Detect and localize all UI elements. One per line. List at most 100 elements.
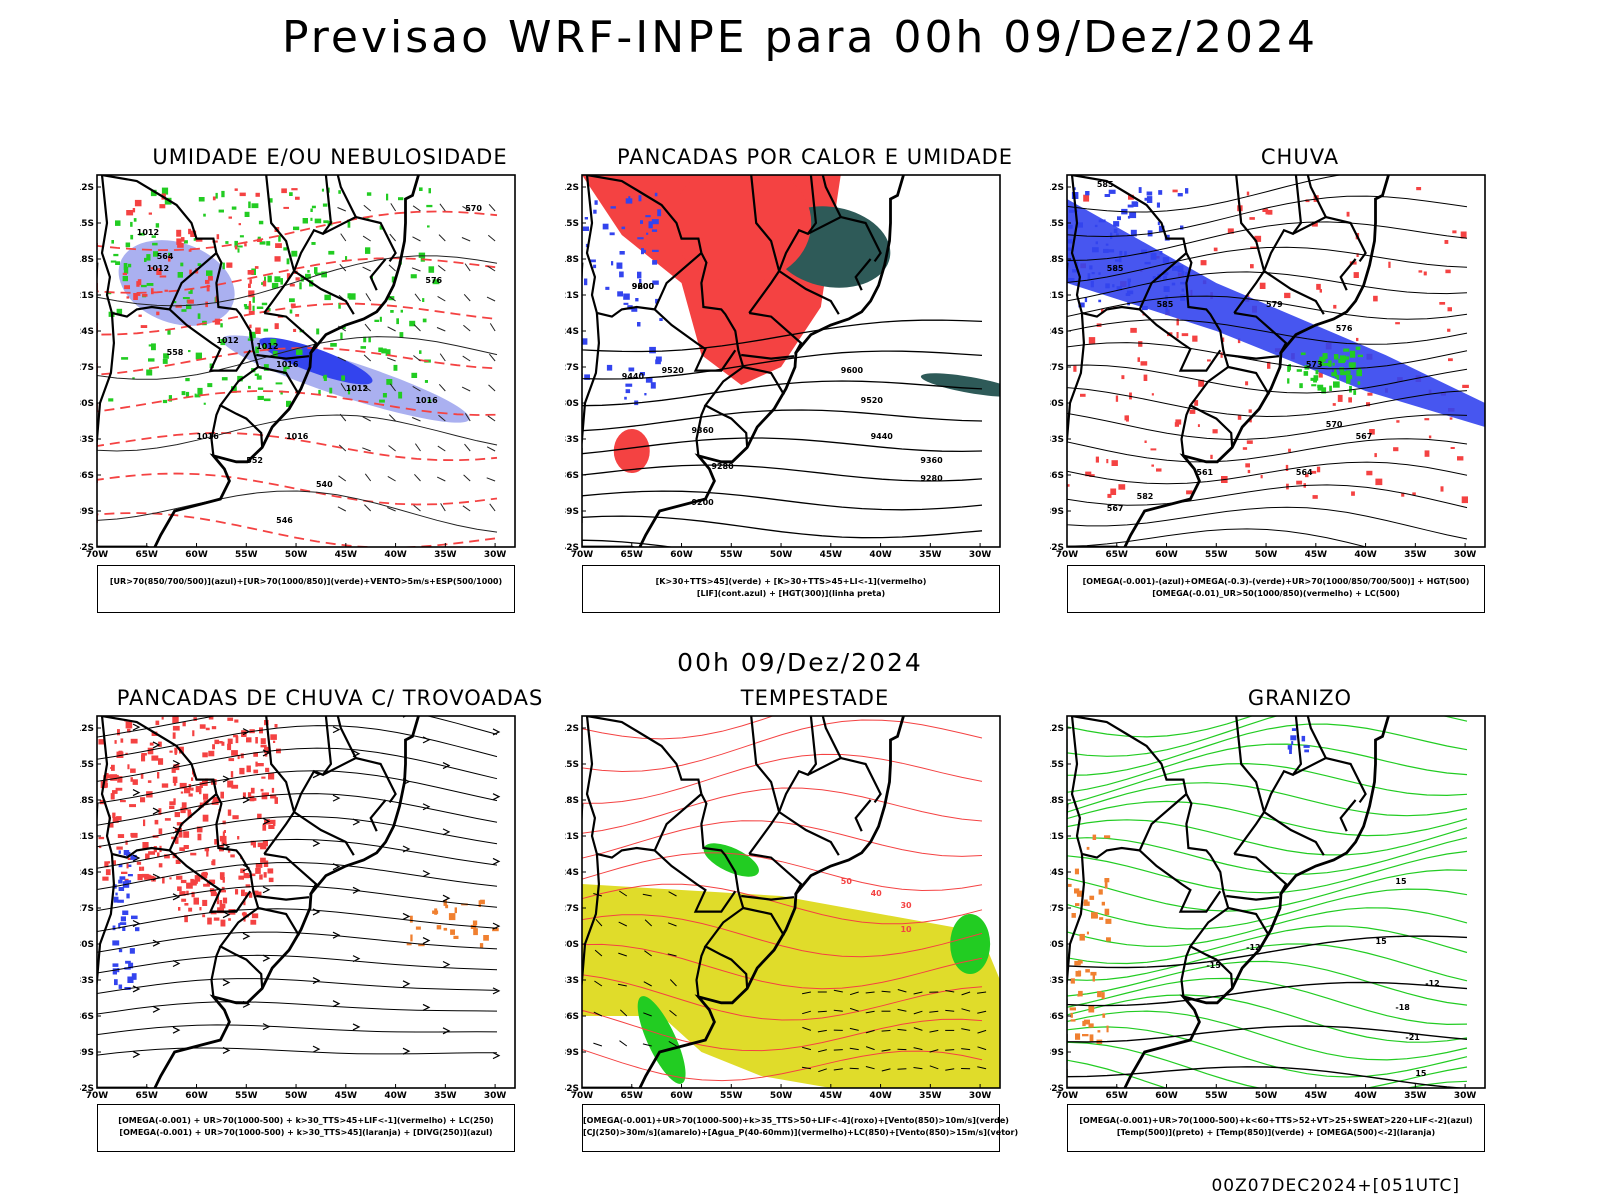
divergence-cell bbox=[122, 926, 126, 931]
wind-vector bbox=[412, 385, 421, 392]
thunderstorm-cell bbox=[192, 730, 195, 737]
thunderstorm-cell bbox=[178, 907, 181, 911]
omega-cell bbox=[1177, 193, 1183, 197]
humidity-cell bbox=[168, 395, 172, 402]
country-border bbox=[586, 716, 703, 795]
wind-vector bbox=[619, 1009, 628, 1017]
lat-tick-label: 24S bbox=[80, 868, 94, 878]
lat-tick-label: 30S bbox=[565, 940, 579, 950]
contour-label: 573 bbox=[1306, 360, 1323, 369]
lat-tick-label: 36S bbox=[80, 1012, 94, 1022]
humidity-cell bbox=[130, 234, 134, 240]
streamline bbox=[97, 954, 498, 974]
instability-cell bbox=[473, 928, 478, 936]
thunderstorm-cell bbox=[246, 765, 251, 773]
humidity-cell bbox=[190, 289, 193, 294]
omega-humidity-cell bbox=[1428, 435, 1432, 439]
thunderstorm-cell bbox=[268, 877, 274, 883]
thunderstorm-cell bbox=[206, 850, 209, 857]
omega-cell bbox=[1102, 1013, 1106, 1018]
height-contour bbox=[582, 515, 983, 539]
streamline bbox=[97, 861, 498, 891]
humidity-cell bbox=[299, 282, 302, 290]
wind-vector bbox=[594, 980, 603, 987]
thunderstorm-cell bbox=[214, 839, 218, 845]
humidity-cell bbox=[289, 298, 295, 303]
lon-tick-label: 55W bbox=[1205, 550, 1228, 560]
humidity-cell bbox=[244, 305, 250, 310]
omega-humidity-cell bbox=[1083, 194, 1090, 202]
omega-humidity-cell bbox=[1351, 491, 1355, 496]
thickness-cell bbox=[249, 324, 252, 329]
strong-omega-cell bbox=[1322, 353, 1328, 359]
divergence-cell bbox=[131, 973, 137, 980]
humidity-cell bbox=[307, 270, 310, 273]
contour-label: 552 bbox=[246, 456, 263, 465]
wind-vector bbox=[387, 326, 396, 332]
omega-humidity-cell bbox=[1246, 440, 1253, 444]
lat-tick-label: 30S bbox=[80, 940, 94, 950]
omega-cell bbox=[1113, 228, 1118, 233]
thunderstorm-cell bbox=[180, 879, 187, 884]
lat-tick-label: 15S bbox=[1050, 760, 1064, 770]
streamline-arrow bbox=[402, 912, 411, 920]
divergence-cell bbox=[130, 854, 137, 860]
thunderstorm-cell bbox=[255, 863, 263, 868]
panel-trovoadas: PANCADAS DE CHUVA C/ TROVOADAS 12S15S18S… bbox=[80, 686, 580, 1166]
thickness-cell bbox=[248, 310, 255, 315]
thunderstorm-cell bbox=[141, 873, 149, 878]
panel-tempestade: TEMPESTADE 5040301012S15S18S21S24S27S30S… bbox=[565, 686, 1065, 1166]
humidity-cell bbox=[220, 323, 223, 328]
country-border bbox=[1226, 353, 1280, 360]
streamline-arrow bbox=[442, 960, 451, 969]
thunderstorm-cell bbox=[199, 724, 206, 729]
wind-vector bbox=[833, 989, 843, 993]
divergence-cell bbox=[126, 893, 130, 899]
lat-tick-label: 24S bbox=[1050, 327, 1064, 337]
strong-omega-cell bbox=[1287, 378, 1290, 384]
thunderstorm-cell bbox=[205, 727, 210, 731]
omega-cell bbox=[1087, 273, 1091, 280]
humidity-cell bbox=[115, 220, 121, 226]
thunderstorm-cell bbox=[234, 719, 239, 723]
thunderstorm-cell bbox=[219, 900, 223, 905]
omega-humidity-cell bbox=[1424, 450, 1430, 457]
humidity-cell bbox=[186, 304, 192, 310]
thunderstorm-cell bbox=[176, 875, 183, 880]
lon-tick-label: 50W bbox=[285, 1091, 308, 1101]
humidity-cell bbox=[348, 293, 356, 300]
humidity-cell bbox=[203, 402, 206, 405]
contour-label: 15 bbox=[1376, 937, 1388, 946]
humidity-cell bbox=[410, 274, 417, 279]
wind-vector bbox=[486, 446, 496, 452]
omega-humidity-cell bbox=[1353, 272, 1359, 278]
omega-humidity-cell bbox=[1267, 361, 1271, 369]
thunderstorm-cell bbox=[255, 868, 261, 874]
legend-line: [OMEGA(-0.001)-(azul)+OMEGA(-0.3)-(verde… bbox=[1082, 577, 1470, 586]
humidity-cell bbox=[172, 301, 177, 304]
humidity-cell bbox=[280, 390, 283, 395]
wind-vector bbox=[865, 991, 875, 994]
wind-vector bbox=[594, 949, 603, 957]
thunderstorm-cell bbox=[194, 875, 201, 882]
map-frame bbox=[96, 715, 516, 1089]
lifted-index-cell bbox=[609, 232, 615, 236]
divergence-cell bbox=[118, 949, 123, 953]
water-vapor-contour bbox=[582, 883, 983, 925]
legend-line: [CJ(250)>30m/s](amarelo)+[Agua_P(40-60mm… bbox=[583, 1128, 1019, 1137]
wind-vector bbox=[413, 355, 421, 362]
wind-vector bbox=[929, 1029, 939, 1033]
omega-humidity-cell bbox=[1210, 454, 1213, 459]
thunderstorm-cell bbox=[175, 859, 181, 864]
omega-humidity-cell bbox=[1095, 456, 1099, 463]
humidity-cell bbox=[321, 188, 324, 192]
omega-humidity-cell bbox=[1348, 397, 1352, 403]
country-border bbox=[778, 716, 818, 813]
instability-cell bbox=[436, 925, 442, 930]
lifted-index-cell bbox=[639, 279, 642, 284]
humidity-cell bbox=[275, 382, 283, 385]
lat-tick-label: 12S bbox=[1050, 724, 1064, 734]
thunderstorm-cell bbox=[183, 831, 190, 838]
humidity-cell bbox=[310, 217, 313, 221]
thunderstorm-cell bbox=[162, 876, 165, 884]
